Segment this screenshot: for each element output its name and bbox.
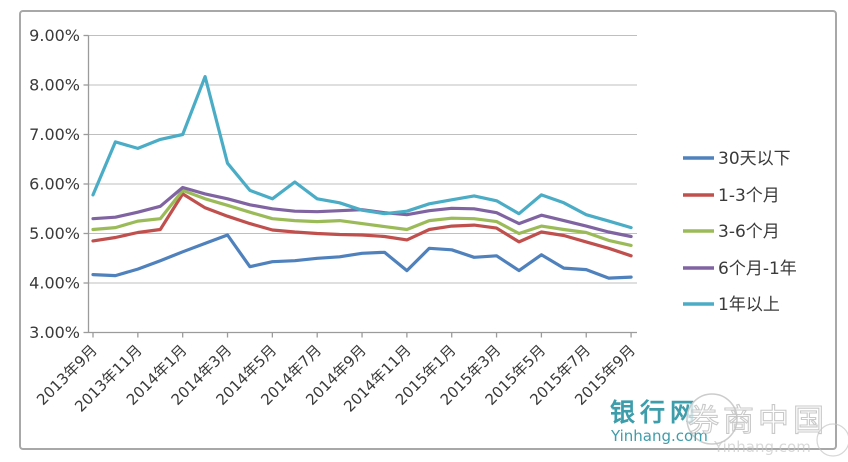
watermark-overlay-url: Yinhang.com	[713, 438, 811, 456]
y-axis-label: 9.00%	[29, 26, 80, 45]
series-line-2	[91, 188, 633, 247]
watermark-site-name: 银行网	[610, 398, 700, 427]
y-axis-label: 3.00%	[29, 323, 80, 342]
y-axis-label: 4.00%	[29, 274, 80, 293]
y-axis-label: 8.00%	[29, 76, 80, 95]
watermark-overlay-arc	[816, 423, 848, 457]
series-line-1	[91, 192, 633, 258]
series-line-0	[91, 233, 633, 280]
y-axis-label: 5.00%	[29, 224, 80, 243]
legend-item-2: 3-6个月	[683, 222, 780, 242]
y-axis-label: 6.00%	[29, 175, 80, 194]
legend-group: 30天以下 1-3个月 3-6个月 6个月-1年 1年以上	[683, 149, 797, 315]
legend-label: 1年以上	[718, 295, 780, 315]
watermark-site-url: Yinhang.com	[610, 427, 708, 445]
legend-item-3: 6个月-1年	[683, 259, 797, 279]
legend-label: 3-6个月	[718, 222, 780, 242]
y-axis-label: 7.00%	[29, 125, 80, 144]
series-group	[91, 74, 633, 280]
series-line-4	[91, 74, 633, 230]
legend-item-4: 1年以上	[683, 295, 780, 315]
legend-label: 6个月-1年	[718, 259, 797, 279]
legend-label: 30天以下	[718, 149, 791, 169]
legend-item-1: 1-3个月	[683, 186, 780, 206]
legend-label: 1-3个月	[718, 186, 780, 206]
legend-item-0: 30天以下	[683, 149, 791, 169]
watermark-overlay-text: 券商中国	[688, 403, 828, 439]
watermark-logo-circle	[686, 393, 738, 445]
y-axis-group: 9.00% 8.00% 7.00% 6.00% 5.00% 4.00% 3.00%	[29, 26, 90, 342]
